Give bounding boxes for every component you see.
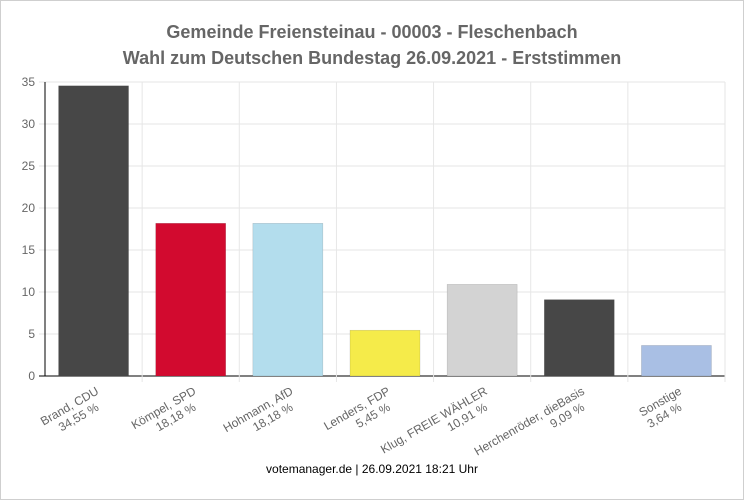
bar[interactable]: [252, 223, 324, 377]
y-tick-label: 35: [22, 75, 36, 89]
bar[interactable]: [155, 223, 226, 377]
y-tick-label: 5: [28, 327, 35, 341]
bars: [58, 85, 712, 377]
y-tick-label: 15: [22, 243, 36, 257]
chart-subtitle: Wahl zum Deutschen Bundestag 26.09.2021 …: [122, 48, 622, 68]
y-tick-label: 25: [22, 159, 36, 173]
bar[interactable]: [58, 85, 129, 377]
bar[interactable]: [544, 299, 615, 377]
y-axis: 0 5 10 15 20 25 30 35: [22, 75, 36, 383]
bar[interactable]: [349, 329, 421, 377]
y-tick-label: 0: [28, 369, 35, 383]
chart-title: Gemeinde Freiensteinau - 00003 - Flesche…: [166, 22, 578, 42]
y-tick-label: 20: [22, 201, 36, 215]
y-tick-label: 30: [22, 117, 36, 131]
bar[interactable]: [641, 345, 712, 377]
y-tick-label: 10: [22, 285, 36, 299]
footer-source: votemanager.de | 26.09.2021 18:21 Uhr: [266, 462, 478, 476]
bar[interactable]: [446, 284, 518, 377]
